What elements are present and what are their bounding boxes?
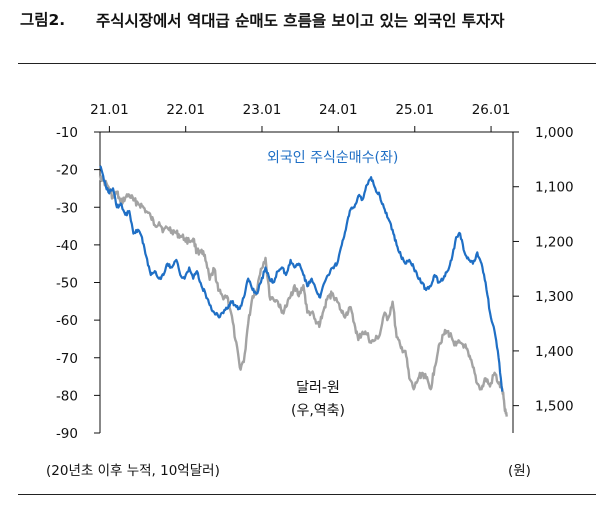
right-y-tick-label: 1,300 — [535, 289, 574, 305]
right-y-tick-label: 1,400 — [535, 344, 574, 360]
top-divider — [18, 63, 596, 64]
left-y-tick-label: -20 — [56, 163, 78, 179]
foreign-net-buy-series-line — [99, 165, 504, 392]
left-y-tick-label: -60 — [56, 313, 78, 329]
bottom-divider — [18, 494, 596, 495]
x-tick-label: 26.01 — [472, 102, 511, 118]
chart-series — [98, 165, 508, 417]
x-tick-label: 23.01 — [243, 102, 282, 118]
figure-title: 주식시장에서 역대급 순매도 흐름을 보이고 있는 외국인 투자자 — [96, 12, 505, 30]
x-tick-label: 25.01 — [395, 102, 434, 118]
series-label-foreign: 외국인 주식순매수(좌) — [267, 150, 398, 166]
left-y-tick-label: -50 — [56, 276, 78, 292]
left-y-tick-label: -80 — [56, 388, 78, 404]
left-y-tick-label: -10 — [56, 125, 78, 141]
x-tick-label: 24.01 — [319, 102, 358, 118]
usdkrw-series-line — [98, 174, 508, 417]
chart-ticks: 21.01 22.01 23.01 24.01 25.01 26.01 -10 -20 -30 -… — [56, 102, 574, 442]
left-y-tick-label: -30 — [56, 200, 78, 216]
left-y-tick-label: -70 — [56, 351, 78, 367]
right-y-tick-label: 1,000 — [535, 125, 574, 141]
series-label-usdkrw-axis: (우,역축) — [291, 403, 345, 419]
right-y-tick-label: 1,100 — [535, 180, 574, 196]
x-tick-label: 22.01 — [166, 102, 205, 118]
figure-label: 그림2. — [20, 11, 66, 29]
left-axis-unit-note: (20년초 이후 누적, 10억달러) — [46, 463, 220, 479]
left-y-tick-label: -40 — [56, 238, 78, 254]
right-y-tick-label: 1,500 — [535, 399, 574, 415]
series-label-usdkrw: 달러-원 — [296, 380, 340, 396]
x-tick-label: 21.01 — [90, 102, 129, 118]
left-y-tick-label: -90 — [56, 426, 78, 442]
chart-labels: 외국인 주식순매수(좌) 달러-원 (우,역축) — [267, 150, 398, 419]
right-y-tick-label: 1,200 — [535, 234, 574, 250]
right-axis-unit-note: (원) — [508, 463, 531, 479]
